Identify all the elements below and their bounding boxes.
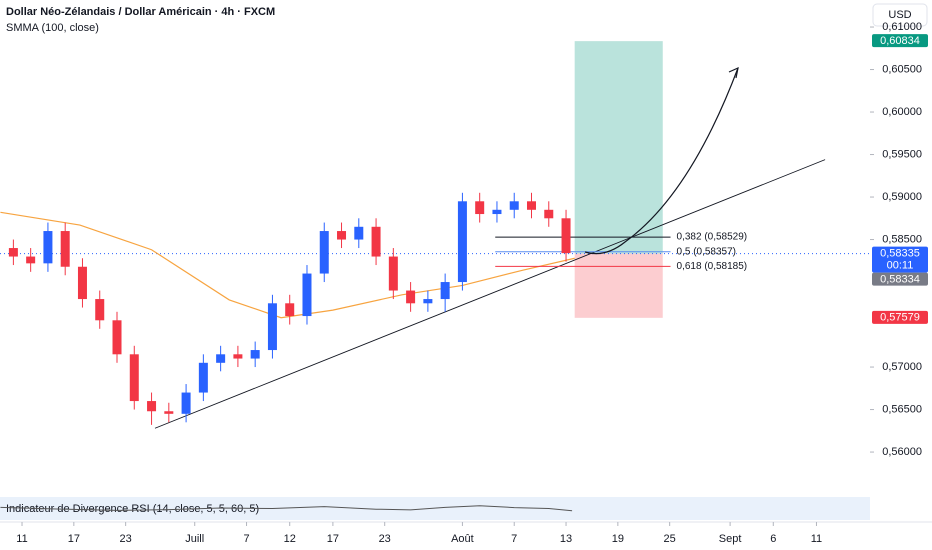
x-tick-label: Juill [185, 533, 204, 545]
y-tick-label: 0,60000 [882, 106, 922, 118]
candle-body [354, 226, 364, 240]
candle-body [77, 266, 87, 300]
x-tick-label: 13 [560, 533, 572, 545]
candle-body [198, 362, 208, 393]
candle-body [112, 320, 122, 355]
x-tick-label: 23 [120, 533, 132, 545]
candle-body [285, 303, 295, 317]
price-label-box [872, 310, 928, 324]
y-tick-label: 0,57000 [882, 361, 922, 373]
candle-body [147, 401, 157, 412]
candle-body [475, 201, 485, 215]
x-tick-label: 7 [511, 533, 517, 545]
x-tick-label: 25 [664, 533, 676, 545]
x-tick-label: Sept [719, 533, 742, 545]
y-tick-label: 0,59500 [882, 148, 922, 160]
price-label-box [872, 34, 928, 48]
candle-body [544, 209, 554, 219]
price-label: 0,57579 [880, 312, 920, 324]
chart-title: Dollar Néo-Zélandais / Dollar Américain … [6, 6, 275, 18]
indicator-label: SMMA (100, close) [6, 22, 99, 34]
x-tick-label: 7 [243, 533, 249, 545]
fib-label: 0,618 (0,58185) [677, 261, 748, 272]
price-label-box [872, 246, 928, 273]
candle-body [267, 303, 277, 351]
candle-body [457, 201, 467, 283]
candle-body [60, 231, 70, 267]
y-tick-label: 0,56000 [882, 446, 922, 458]
candle-body [250, 350, 260, 359]
projection-arrow [584, 67, 739, 255]
candle-body [8, 248, 18, 257]
rsi-line [0, 505, 573, 512]
plot-area: 0,382 (0,58529) 0,5 (0,58357) 0,618 (0,581… [0, 26, 874, 453]
price-label-box [872, 272, 928, 286]
x-tick-label: 17 [68, 533, 80, 545]
x-tick-label: 12 [284, 533, 296, 545]
x-tick-label: Août [451, 533, 474, 545]
candle-body [319, 231, 329, 274]
y-tick-label: 0,58500 [882, 233, 922, 245]
candle-body [492, 209, 502, 215]
candle-body [181, 392, 191, 414]
candle-body [164, 411, 174, 414]
arrow-head [728, 66, 739, 79]
y-tick-label: 0,59000 [882, 191, 922, 203]
price-label: 0,58335 [880, 247, 920, 259]
candle-body [216, 354, 226, 363]
target-zone [574, 41, 663, 254]
currency: USD [888, 9, 911, 21]
candle-body [337, 231, 347, 240]
fib-label: 0,5 (0,58357) [677, 246, 737, 257]
candle-body [423, 299, 433, 304]
candle-body [371, 226, 381, 257]
candle-body [406, 290, 416, 304]
y-tick-label: 0,60500 [882, 63, 922, 75]
price-label: 0,60834 [880, 35, 920, 47]
y-tick-label: 0,56500 [882, 403, 922, 415]
candle-body [526, 201, 536, 210]
y-tick-label: 0,61000 [882, 21, 922, 33]
candle-body [26, 256, 36, 264]
candle-body [43, 231, 53, 264]
fib-label: 0,382 (0,58529) [677, 232, 748, 243]
trendline [154, 159, 826, 429]
x-tick-label: 19 [612, 533, 624, 545]
x-tick-label: 23 [379, 533, 391, 545]
candle-body [509, 201, 519, 210]
x-tick-label: 17 [327, 533, 339, 545]
candle-body [440, 282, 450, 300]
price-countdown: 00:11 [887, 259, 914, 271]
x-tick-label: 6 [770, 533, 776, 545]
candle-body [233, 354, 243, 359]
x-tick-label: 11 [16, 533, 27, 545]
candle-body [561, 218, 571, 254]
candle-body [302, 273, 312, 317]
candle-body [95, 299, 105, 321]
candle-body [388, 256, 398, 291]
price-label: 0,58334 [880, 273, 920, 285]
currency-button[interactable] [872, 3, 928, 27]
candle-body [129, 354, 139, 402]
stop-zone [574, 253, 663, 318]
rsi-label: Indicateur de Divergence RSI (14, close,… [6, 503, 259, 515]
x-tick-label: 11 [811, 533, 822, 545]
